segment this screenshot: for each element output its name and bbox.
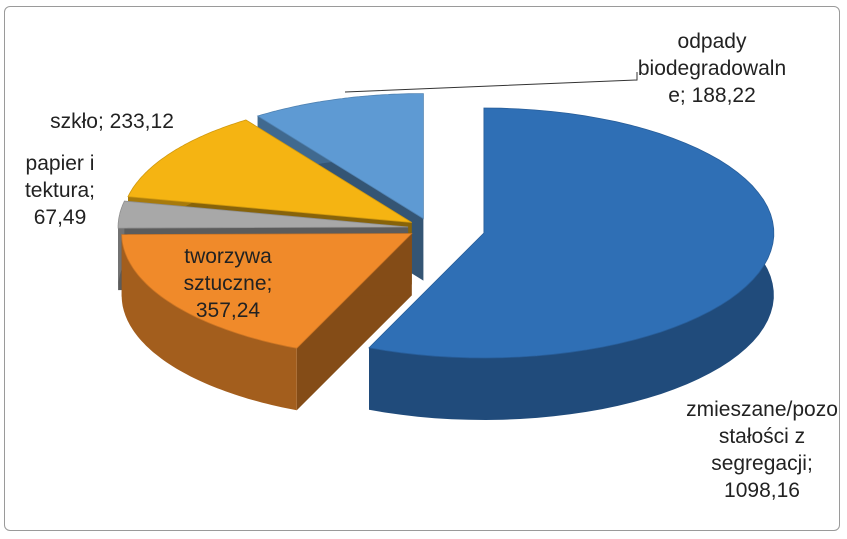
- data-label: zmieszane/pozostałości z segregacji; 109…: [682, 396, 842, 504]
- slice-top: [127, 119, 412, 223]
- label-category: papier i tektura: [24, 152, 95, 202]
- data-label: odpady biodegradowalne; 188,22: [637, 28, 787, 109]
- label-value: 67,49: [33, 206, 87, 229]
- label-separator: ;: [266, 272, 273, 295]
- data-label: tworzywa sztuczne; 357,24: [168, 243, 288, 324]
- label-category: tworzywa sztuczne: [183, 245, 272, 295]
- label-value: 357,24: [195, 299, 261, 322]
- slice-top: [121, 233, 413, 349]
- label-category: zmieszane/pozostałości z segregacji: [686, 398, 838, 475]
- label-category: odpady biodegradowalne: [637, 30, 787, 107]
- pie-slice: [368, 107, 775, 420]
- slice-top: [117, 200, 409, 229]
- label-category: szkło: [50, 110, 98, 133]
- label-separator: ;: [806, 452, 813, 475]
- label-separator: ;: [97, 110, 110, 133]
- label-separator: ;: [89, 179, 96, 202]
- slice-top: [256, 93, 424, 220]
- slice-rim: [121, 234, 297, 411]
- chart-frame: [4, 6, 840, 531]
- label-value: 1098,16: [724, 479, 800, 502]
- label-value: 188,22: [691, 84, 756, 107]
- slice-top: [368, 107, 775, 359]
- data-label: szkło; 233,12: [22, 108, 202, 135]
- data-label: papier i tektura; 67,49: [5, 150, 115, 231]
- pie-slice: [121, 233, 413, 411]
- label-value: 233,12: [109, 110, 174, 133]
- label-separator: ;: [679, 84, 692, 107]
- leader-line: [344, 72, 638, 93]
